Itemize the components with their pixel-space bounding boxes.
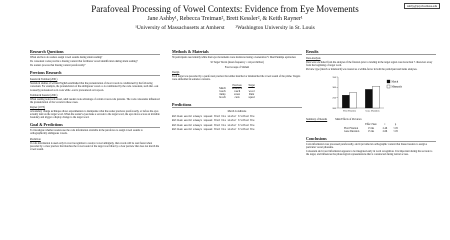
poster: Parafoveal Processing of Vowel Contexts:… (30, 3, 441, 156)
row: hooch cuck squad (216, 96, 258, 99)
paragraph: Each target was preceded by a parafoveal… (172, 75, 301, 82)
paragraph: Coda information was processed parafovea… (306, 142, 428, 149)
cell: 13 ms (367, 126, 375, 130)
header-cell: Mismatch (231, 86, 243, 90)
paragraph: Preview type (match or mismatch) was tre… (306, 68, 418, 72)
centered-text: Match Conditions (227, 110, 247, 114)
header-cell: Effect Size (365, 123, 377, 127)
cell: First Fixation (344, 126, 359, 130)
section-heading: Research Questions (30, 49, 160, 55)
legend-swatch (386, 85, 391, 89)
middle-column: Methods & Materials 36 participants read … (172, 46, 302, 132)
subheading: Kessler & Treiman (2001) (30, 78, 58, 82)
y-tick-label: 350 (332, 76, 336, 79)
authors: Jane Ashby¹, Rebecca Treiman², Brett Kes… (147, 16, 303, 22)
subheading: Summary of Results (306, 118, 328, 122)
header-cell: t (384, 123, 386, 127)
cell: sweat (234, 92, 240, 96)
header-cell: Previous (232, 83, 242, 87)
cell: cuck (234, 95, 240, 99)
header-cell: p (394, 123, 397, 127)
y-tick-label: 300 (332, 87, 336, 90)
sentence: William would always squeak that his sis… (172, 114, 255, 118)
header-cell: Match (219, 86, 226, 90)
legend-label: Match (392, 81, 399, 84)
cell: 15 ms (367, 129, 375, 133)
x-tick-label: First Fixation (343, 110, 357, 113)
centered-text: 32 Target Words (mean frequency = 44 per… (210, 61, 264, 65)
row: Gaze Duration 15 ms 2.66 <.05 (341, 130, 401, 133)
cell: beach (219, 89, 226, 93)
paragraph: Statistical studies of written English e… (30, 82, 159, 92)
paragraph: Data were excluded from the analyses if … (306, 61, 433, 68)
section-heading: Previous Research (30, 70, 160, 77)
left-column: Research Questions When and how do reader… (30, 46, 160, 151)
cell: 2.46 (382, 126, 388, 130)
subheading: Rayner (1975) (30, 105, 46, 109)
chart: 200 250 300 350 First Fixation Gaze Duration M… (332, 76, 403, 113)
affiliations: ¹University of Massachusetts at Amherst … (135, 25, 315, 31)
row: hump sweat blunt (216, 93, 258, 96)
y-tick-label: 250 (332, 97, 336, 100)
subheading: Design (172, 71, 180, 75)
legend-swatch (386, 80, 391, 84)
right-column: Results Data Analysis Data were excluded f… (306, 46, 436, 156)
bar (372, 86, 380, 109)
paragraph: A boundary change technique allows exper… (30, 110, 160, 120)
header-cell: Target (248, 83, 255, 87)
row: First Fixation 13 ms 2.46 <.05 (341, 127, 401, 130)
paragraph: When reading nonwords aloud, adult reade… (30, 97, 160, 104)
row: beach couch wood (216, 90, 258, 93)
cell: 2.66 (382, 129, 388, 133)
subheading: Data Analysis (306, 57, 321, 60)
email: ashby@psych.umass.edu (404, 3, 441, 9)
paragraph: If coda information is used early in wor… (30, 141, 160, 151)
cell: couch (233, 89, 241, 93)
paragraph: Do readers process that biasing context … (30, 64, 86, 68)
cell: Gaze Duration (344, 129, 360, 133)
paragraph: To investigate whether readers use the c… (30, 129, 143, 136)
bar (342, 95, 350, 109)
cell: <.05 (393, 126, 398, 130)
paragraph: Consonant and vowel information appears … (306, 149, 433, 157)
legend-label: Mismatch (392, 86, 403, 89)
results-table: Effect Size t p First Fixation 13 ms 2.46 <.05… (341, 123, 401, 132)
bar (349, 92, 357, 109)
x-tick-label: Gaze Duration (365, 110, 380, 113)
cell: squad (248, 95, 255, 99)
cell: hooch (219, 95, 226, 99)
sentence: William would always squeak that his sis… (172, 123, 255, 127)
bar (365, 89, 373, 109)
caption: Main Effects of Previews (335, 118, 362, 122)
section-heading: Conclusions (306, 136, 436, 142)
sentence: William would always squeak that his sis… (172, 119, 255, 123)
section-heading: Results (306, 49, 436, 55)
cell: hump (219, 92, 226, 96)
stimuli-table: Previous Target Match Mismatch beach couch woo… (216, 84, 258, 99)
section-heading: Methods & Materials (172, 49, 302, 55)
row: Match Mismatch (216, 87, 258, 90)
row: Previous Target (216, 84, 258, 87)
centered-text: Four Groups of Stimuli (224, 66, 250, 70)
paragraph: 36 participants read silently while thei… (172, 56, 297, 59)
title: Parafoveal Processing of Vowel Contexts:… (91, 4, 359, 14)
cell: blunt (248, 92, 255, 96)
sentence: William would always squeak that his sis… (172, 128, 255, 132)
subheading: Prediction (30, 137, 41, 141)
y-tick-label: 200 (332, 107, 336, 110)
cell: wood (248, 89, 255, 93)
subheading: Treiman & Kessler (2001) (30, 93, 58, 97)
section-heading: Goal & Predictions (30, 122, 160, 129)
cell: <.05 (393, 129, 398, 133)
row: Effect Size t p (341, 123, 401, 126)
paragraph: When and how do readers assign vowel sou… (30, 56, 103, 59)
paragraph: Do consonant codas provide a biasing con… (30, 60, 138, 64)
section-heading: Predictions (172, 102, 302, 109)
